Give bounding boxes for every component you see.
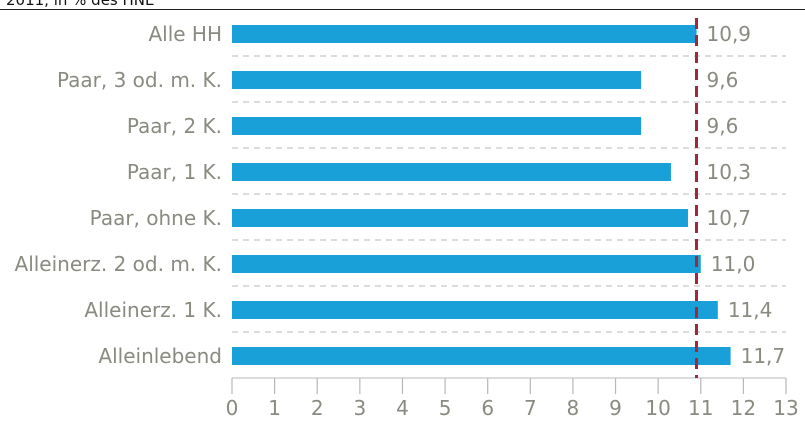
bar bbox=[232, 301, 718, 319]
x-tick-label: 0 bbox=[226, 396, 239, 420]
category-label: Paar, 2 K. bbox=[127, 114, 222, 138]
x-tick-label: 12 bbox=[731, 396, 756, 420]
category-label: Alle HH bbox=[148, 22, 222, 46]
chart-caption: 2011, in % des HNE bbox=[6, 0, 155, 9]
category-label: Paar, 1 K. bbox=[127, 160, 222, 184]
x-tick-label: 1 bbox=[268, 396, 281, 420]
value-label: 11,4 bbox=[728, 298, 773, 322]
x-tick-label: 6 bbox=[481, 396, 494, 420]
category-label: Alleinerz. 2 od. m. K. bbox=[15, 252, 222, 276]
bar bbox=[232, 71, 642, 89]
category-label: Paar, 3 od. m. K. bbox=[57, 68, 222, 92]
x-tick-label: 4 bbox=[396, 396, 409, 420]
value-label: 9,6 bbox=[707, 68, 739, 92]
bar bbox=[232, 209, 688, 227]
category-label: Paar, ohne K. bbox=[90, 206, 222, 230]
category-label: Alleinerz. 1 K. bbox=[84, 298, 222, 322]
x-tick-label: 5 bbox=[439, 396, 452, 420]
value-label: 10,9 bbox=[707, 22, 752, 46]
value-label: 10,3 bbox=[707, 160, 752, 184]
x-tick-label: 10 bbox=[645, 396, 670, 420]
bar bbox=[232, 25, 697, 43]
x-tick-label: 13 bbox=[773, 396, 798, 420]
x-tick-label: 9 bbox=[609, 396, 622, 420]
x-tick-label: 3 bbox=[353, 396, 366, 420]
x-tick-label: 2 bbox=[311, 396, 324, 420]
x-tick-label: 7 bbox=[524, 396, 537, 420]
x-tick-label: 11 bbox=[688, 396, 713, 420]
x-tick-label: 8 bbox=[567, 396, 580, 420]
value-label: 10,7 bbox=[707, 206, 752, 230]
bar bbox=[232, 347, 731, 365]
bar bbox=[232, 117, 642, 135]
category-label: Alleinlebend bbox=[98, 344, 222, 368]
value-label: 9,6 bbox=[707, 114, 739, 138]
bar bbox=[232, 255, 701, 273]
bar bbox=[232, 163, 671, 181]
top-rule bbox=[0, 9, 805, 10]
value-label: 11,7 bbox=[741, 344, 786, 368]
value-label: 11,0 bbox=[711, 252, 756, 276]
